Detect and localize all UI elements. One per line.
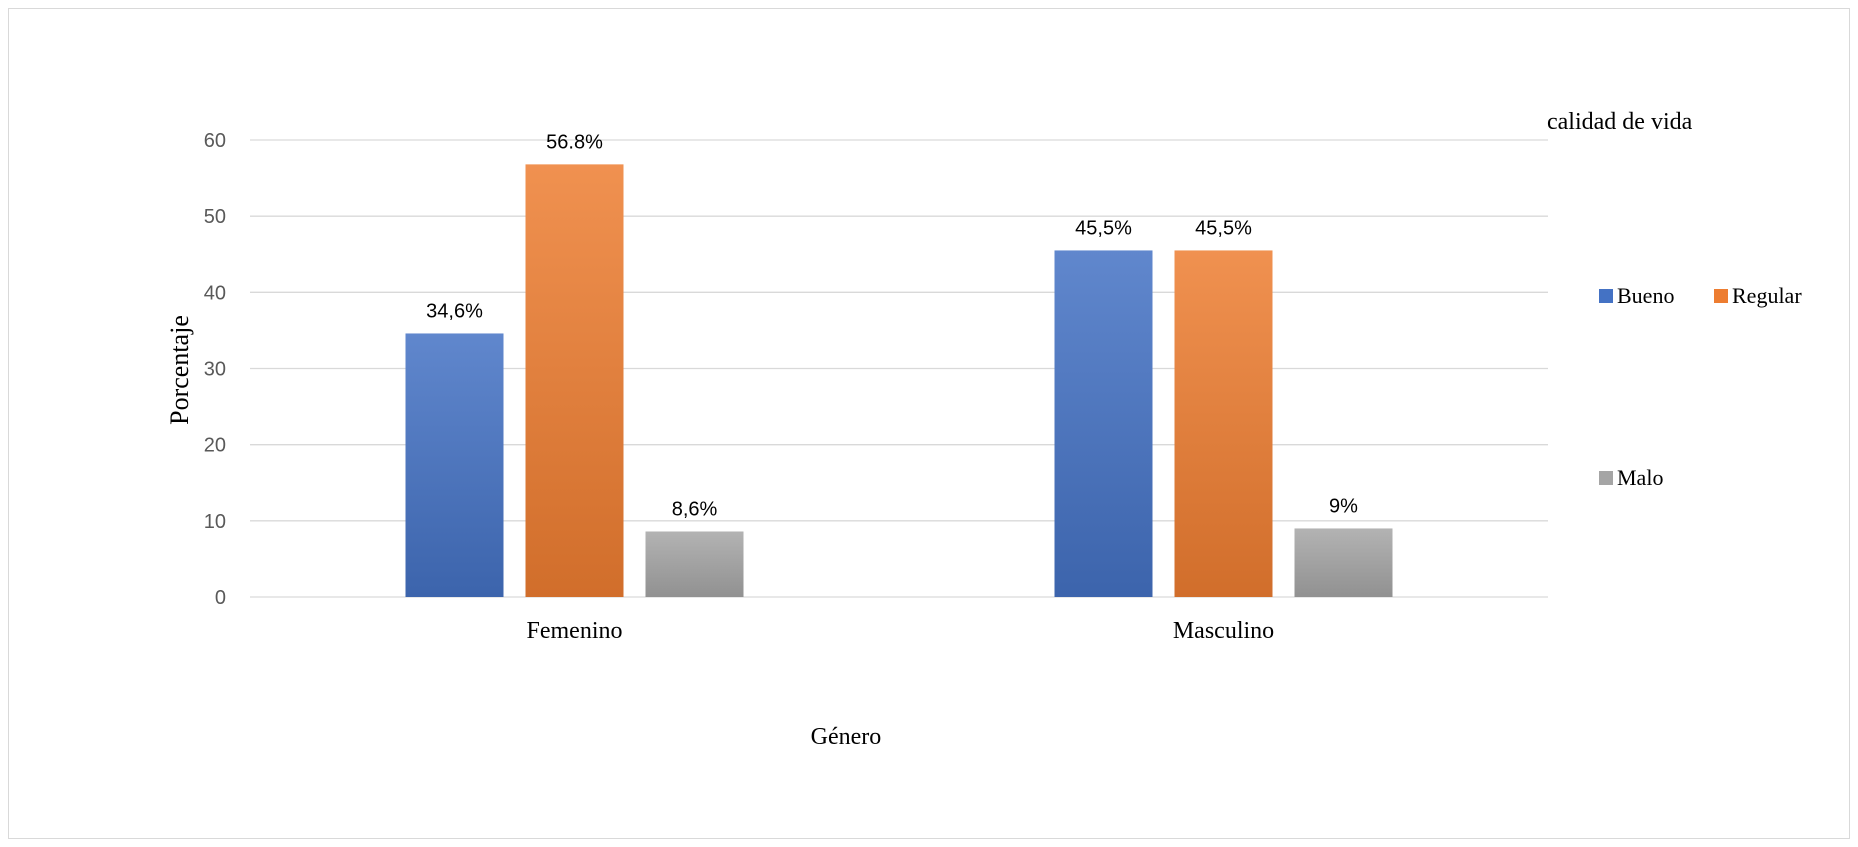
legend-swatch-regular — [1714, 289, 1728, 303]
chart-frame — [8, 8, 1850, 839]
bars — [405, 164, 1393, 598]
data-label: 34,6% — [426, 300, 483, 322]
data-label: 45,5% — [1075, 217, 1132, 239]
data-labels: 34,6% 56.8% 8,6% 45,5% 45,5% 9% — [426, 131, 1358, 520]
y-tick-label: 20 — [204, 435, 226, 457]
data-label: 8,6% — [672, 498, 718, 520]
bar-malo-masculino — [1294, 528, 1393, 597]
legend-swatch-malo — [1599, 471, 1613, 485]
y-axis-ticks: 0 10 20 30 40 50 60 — [204, 130, 226, 609]
legend-label-malo: Malo — [1617, 465, 1663, 490]
y-tick-label: 0 — [215, 587, 226, 609]
x-axis-ticks: Femenino Masculino — [527, 618, 1275, 644]
legend-swatch-bueno — [1599, 289, 1613, 303]
legend-label-bueno: Bueno — [1617, 283, 1674, 308]
legend-label-regular: Regular — [1732, 283, 1802, 308]
legend: Bueno Regular Malo — [1599, 283, 1802, 490]
bar-bueno-masculino — [1054, 250, 1153, 598]
bar-bueno-femenino — [405, 333, 504, 597]
x-tick-label: Femenino — [527, 618, 623, 644]
x-tick-label: Masculino — [1173, 618, 1274, 644]
data-label: 9% — [1329, 495, 1358, 517]
x-axis-label: Género — [811, 724, 882, 750]
legend-title: calidad de vida — [1547, 109, 1693, 135]
y-tick-label: 50 — [204, 206, 226, 228]
data-label: 56.8% — [546, 131, 603, 153]
y-axis-label: Porcentaje — [165, 315, 194, 425]
y-tick-label: 60 — [204, 130, 226, 152]
bar-malo-femenino — [645, 531, 744, 597]
y-tick-label: 40 — [204, 282, 226, 304]
bar-regular-masculino — [1174, 250, 1273, 598]
y-tick-label: 30 — [204, 359, 226, 381]
data-label: 45,5% — [1195, 217, 1252, 239]
y-tick-label: 10 — [204, 511, 226, 533]
bar-regular-femenino — [525, 164, 624, 597]
